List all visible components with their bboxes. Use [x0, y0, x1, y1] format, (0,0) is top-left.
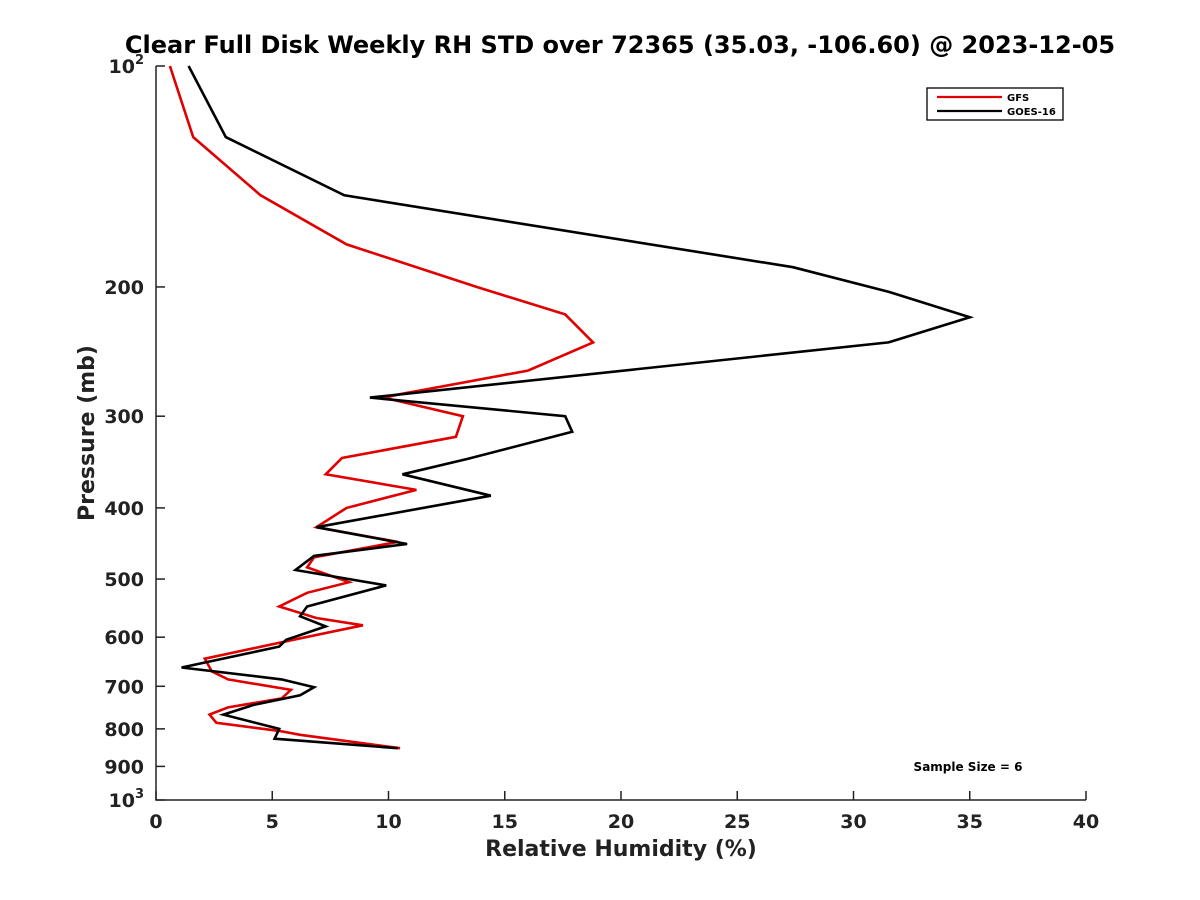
chart-title: Clear Full Disk Weekly RH STD over 72365…	[125, 31, 1115, 59]
x-tick-label: 15	[492, 811, 518, 833]
y-tick-label: 800	[104, 719, 144, 741]
y-tick-label: 103	[109, 787, 145, 812]
legend-box	[926, 87, 1064, 121]
x-tick-label: 25	[724, 811, 750, 833]
legend: GFS GOES-16	[926, 87, 1064, 121]
y-tick-label: 400	[104, 498, 144, 520]
y-axis-ticks: 102 200 300 400 500 600 700 800 900 103	[104, 53, 165, 812]
y-tick-label: 102	[109, 53, 145, 78]
legend-label-gfs: GFS	[1007, 93, 1029, 104]
x-axis-label: Relative Humidity (%)	[485, 837, 757, 862]
x-tick-label: 40	[1073, 811, 1099, 833]
x-axis-ticks: 0 5 10 15 20 25 30 35 40	[149, 791, 1099, 833]
x-tick-label: 20	[608, 811, 634, 833]
y-tick-label: 900	[104, 756, 144, 778]
y-tick-label: 200	[104, 277, 144, 299]
y-tick-label: 500	[104, 569, 144, 591]
series-line-gfs	[168, 65, 596, 750]
plot-area: 0 5 10 15 20 25 30 35 40 102 200 300 400 500 600 700 80…	[104, 53, 1099, 833]
sample-size-annotation: Sample Size = 6	[914, 760, 1023, 774]
y-tick-label: 700	[104, 676, 144, 698]
x-tick-label: 30	[840, 811, 866, 833]
x-tick-label: 10	[375, 811, 401, 833]
legend-label-goes16: GOES-16	[1007, 107, 1056, 118]
series-lines	[168, 65, 975, 750]
x-tick-label: 35	[957, 811, 983, 833]
y-axis-label: Pressure (mb)	[75, 345, 100, 521]
y-tick-label: 300	[104, 406, 144, 428]
x-tick-label: 0	[149, 811, 162, 833]
x-tick-label: 5	[266, 811, 279, 833]
axis-frame	[155, 66, 1086, 801]
y-tick-label: 600	[104, 627, 144, 649]
series-line-goes16	[181, 65, 975, 750]
